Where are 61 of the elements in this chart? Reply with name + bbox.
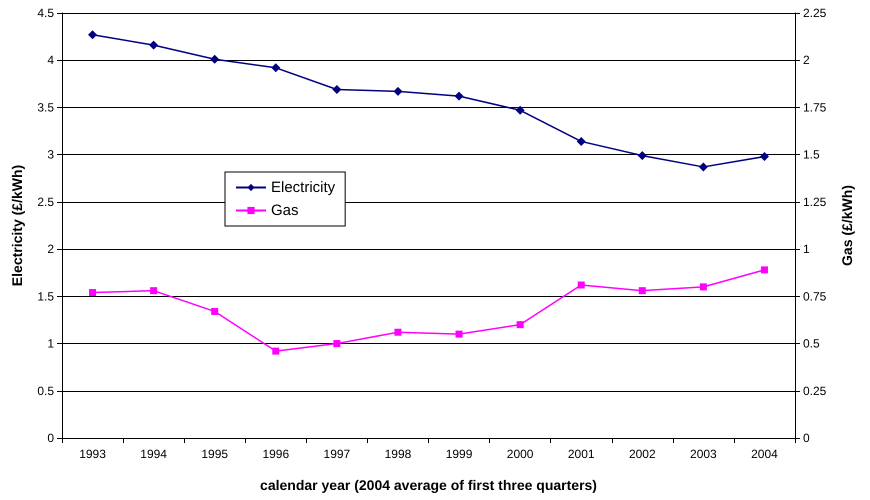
y2-tick-label: 0 (803, 431, 810, 445)
x-tick-label: 1998 (384, 447, 412, 461)
x-tick-label: 1997 (324, 447, 351, 461)
y-axis-title: Electricity (£/kWh) (9, 164, 25, 286)
x-tick-label: 2002 (628, 447, 656, 461)
x-tick-label: 1994 (140, 447, 168, 461)
point (700, 283, 707, 290)
y-tick-label: 2.5 (37, 194, 54, 209)
point (150, 287, 158, 294)
y-tick-label: 3 (47, 148, 54, 162)
y2-tick-label: 0.75 (803, 289, 827, 304)
point (698, 162, 708, 172)
point (394, 328, 402, 336)
point (211, 308, 218, 315)
y2-tick-label: 0.25 (803, 384, 827, 398)
point (149, 40, 158, 50)
point (333, 340, 340, 348)
y-tick-label: 4 (47, 53, 54, 68)
point (456, 330, 463, 338)
y-tick-label: 0 (47, 431, 54, 445)
x-tick-label: 2001 (568, 447, 595, 461)
x-axis-title: calendar year (2004 average of first three quarters) (260, 477, 597, 493)
point (88, 30, 98, 40)
point (516, 321, 524, 328)
y-tick-label: 2 (47, 242, 54, 256)
y-tick-label: 1 (47, 336, 54, 351)
y-tick-label: 4.5 (37, 6, 54, 20)
y2-axis-title: Gas (£/kWh) (839, 185, 855, 266)
point (272, 348, 280, 355)
point (576, 136, 586, 146)
point (760, 266, 768, 274)
y2-tick-label: 1.25 (803, 194, 827, 209)
y2-tick-label: 0.5 (803, 336, 820, 351)
x-tick-label: 2004 (751, 447, 778, 461)
point (516, 106, 525, 115)
x-tick-label: 1996 (262, 447, 290, 461)
x-tick-label: 2000 (506, 447, 534, 461)
x-tick-label: 1995 (201, 447, 228, 461)
point (454, 92, 464, 101)
y-tick-label: 1.5 (37, 289, 54, 304)
point (271, 63, 280, 72)
x-tick-label: 2003 (690, 447, 718, 461)
x-tick-label: 1993 (79, 447, 106, 461)
point (332, 85, 342, 94)
y-tick-label: 3.5 (37, 100, 54, 114)
point (760, 152, 769, 162)
y2-tick-label: 1 (803, 242, 810, 256)
point (638, 287, 646, 294)
point (393, 86, 402, 96)
y-tick-label: 0.5 (37, 384, 54, 398)
point (89, 289, 96, 296)
y2-tick-label: 2.25 (803, 6, 827, 20)
legend-label: Gas (271, 202, 299, 219)
legend-label: Electricity (271, 179, 336, 196)
y2-tick-label: 2 (803, 53, 810, 68)
y2-tick-label: 1.5 (803, 148, 820, 162)
x-tick-label: 1999 (446, 447, 473, 461)
point (578, 282, 585, 288)
point (638, 151, 647, 160)
y2-tick-label: 1.75 (803, 100, 827, 114)
point (210, 54, 220, 64)
